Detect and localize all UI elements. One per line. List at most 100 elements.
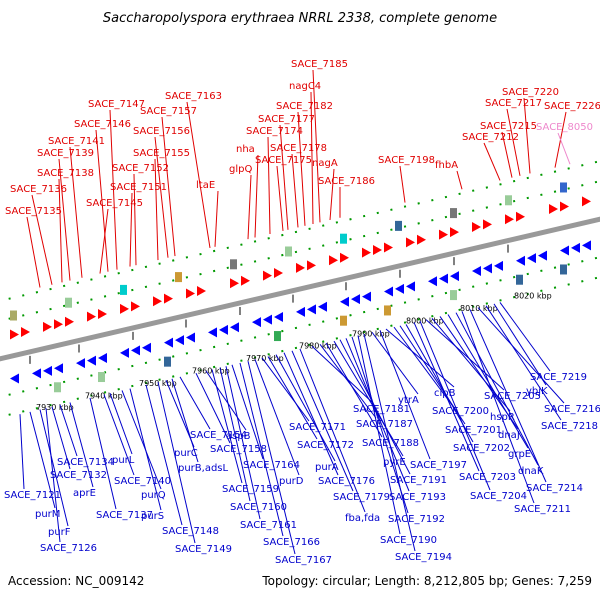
forward-gene-arrow — [362, 247, 371, 258]
reverse-gene-arrow — [362, 291, 371, 302]
bottom-leader-line — [485, 305, 562, 421]
forward-gene-arrow — [186, 288, 195, 299]
gene-block-top — [450, 208, 457, 219]
top-gene-label: SACE_7136 — [10, 184, 67, 195]
bottom-gene-label: hspR — [490, 412, 515, 423]
bottom-gene-label: SACE_7161 — [240, 520, 297, 531]
bottom-leader-line — [455, 312, 539, 466]
bottom-gene-label: SACE_7202 — [453, 443, 510, 454]
bottom-gene-label: SACE_7137 — [96, 510, 153, 521]
top-leader-line — [58, 158, 71, 281]
bottom-gene-label: purS — [141, 511, 164, 522]
bottom-gene-label: purD — [279, 476, 304, 487]
bottom-gene-label: SACE_7154 — [190, 430, 247, 441]
top-leader-line — [161, 116, 176, 257]
reverse-gene-arrow — [87, 355, 96, 366]
bottom-leader-line — [29, 411, 56, 509]
bottom-leader-line — [339, 339, 411, 475]
forward-gene-arrow — [505, 214, 514, 225]
bottom-leader-line — [379, 330, 431, 460]
top-gene-label: SACE_7217 — [485, 98, 542, 109]
top-gene-label: SACE_8050 — [536, 122, 593, 133]
bottom-leader-line — [267, 356, 318, 440]
top-gene-label: nha — [236, 144, 255, 155]
forward-gene-arrow — [340, 252, 349, 263]
bottom-leader-line — [333, 340, 404, 457]
bottom-leader-line — [399, 325, 466, 425]
top-gene-label: SACE_7220 — [502, 87, 559, 98]
forward-gene-arrow — [153, 296, 162, 307]
reverse-gene-arrow — [208, 327, 217, 338]
top-leader-line — [279, 124, 289, 230]
top-leader-line — [312, 69, 321, 223]
top-gene-label: SACE_7145 — [86, 198, 143, 209]
bottom-leader-line — [231, 364, 264, 460]
bottom-gene-label: pyrE — [383, 457, 406, 468]
top-leader-line — [109, 109, 118, 270]
reverse-gene-arrow — [527, 253, 536, 264]
gene-block-top — [395, 220, 402, 231]
bottom-gene-labels: SACE_7121 purM purF SACE_7126 SACE_7132 SACE_… — [4, 372, 600, 566]
top-gene-label: SACE_7155 — [133, 148, 190, 159]
top-gene-label: SACE_7175 — [255, 155, 312, 166]
bottom-leader-line — [225, 366, 261, 520]
bottom-leader-line — [299, 348, 366, 513]
bottom-gene-label: purL — [112, 455, 135, 466]
bottom-gene-label: SACE_7188 — [362, 438, 419, 449]
bottom-gene-label: SACE_7187 — [356, 419, 413, 430]
gene-block-top — [120, 284, 127, 295]
reverse-gene-arrow — [10, 373, 19, 384]
reverse-gene-arrow — [296, 306, 305, 317]
bottom-gene-label: SACE_7203 — [459, 472, 516, 483]
gene-block-top — [340, 233, 347, 244]
forward-gene-arrow — [131, 301, 140, 312]
top-leader-line — [506, 108, 521, 176]
forward-gene-arrow — [54, 319, 63, 330]
top-gene-label: ltaE — [196, 180, 215, 191]
top-leader-line — [557, 132, 571, 165]
reverse-gene-arrow — [582, 240, 591, 251]
bottom-leader-line — [89, 397, 117, 510]
bottom-leader-line — [45, 408, 61, 543]
genome-backbone — [0, 216, 600, 362]
bottom-leader-line — [171, 378, 199, 463]
top-leader-line — [523, 97, 531, 174]
bottom-gene-label: grpE — [508, 449, 531, 460]
bottom-gene-label: SACE_7159 — [222, 484, 279, 495]
bottom-gene-label: clpB — [434, 388, 456, 399]
top-gene-label: SACE_7186 — [318, 176, 375, 187]
gene-block-top — [560, 182, 567, 193]
reverse-gene-arrow — [450, 271, 459, 282]
bottom-gene-label: SACE_7190 — [380, 535, 437, 546]
bottom-leader-line — [477, 307, 565, 404]
top-gene-label: glpQ — [229, 164, 252, 175]
top-gene-label: SACE_7135 — [5, 206, 62, 217]
reverse-gene-arrow — [164, 337, 173, 348]
top-gene-label: SACE_7156 — [133, 126, 190, 137]
top-gene-label: SACE_7147 — [88, 99, 145, 110]
bottom-gene-label: purB,adsL — [178, 463, 229, 474]
top-gene-label: SACE_7177 — [258, 114, 315, 125]
top-leader-line — [329, 168, 335, 221]
forward-gene-arrow — [274, 268, 283, 279]
forward-gene-arrow — [296, 262, 305, 273]
top-leader-line — [58, 178, 63, 283]
bottom-gene-label: SACE_7218 — [541, 421, 598, 432]
bottom-label-leaders — [19, 302, 565, 555]
bottom-leader-line — [275, 354, 336, 462]
reverse-gene-arrow — [274, 312, 283, 323]
top-leader-line — [69, 146, 83, 278]
gene-block-bottom — [54, 382, 61, 393]
reverse-gene-arrow — [252, 317, 261, 328]
bottom-leader-line — [393, 326, 453, 406]
bottom-gene-label: SACE_7201 — [445, 425, 502, 436]
bottom-gene-label: SACE_7211 — [514, 504, 571, 515]
bottom-leader-line — [419, 320, 491, 491]
top-gene-label: SACE_7139 — [37, 148, 94, 159]
top-gene-label: SACE_7178 — [270, 143, 327, 154]
top-leader-line — [501, 131, 513, 178]
bottom-gene-label: purF — [48, 527, 71, 538]
bottom-leader-line — [325, 342, 383, 438]
bottom-leader-line — [205, 370, 247, 431]
bottom-leader-line — [19, 414, 25, 490]
